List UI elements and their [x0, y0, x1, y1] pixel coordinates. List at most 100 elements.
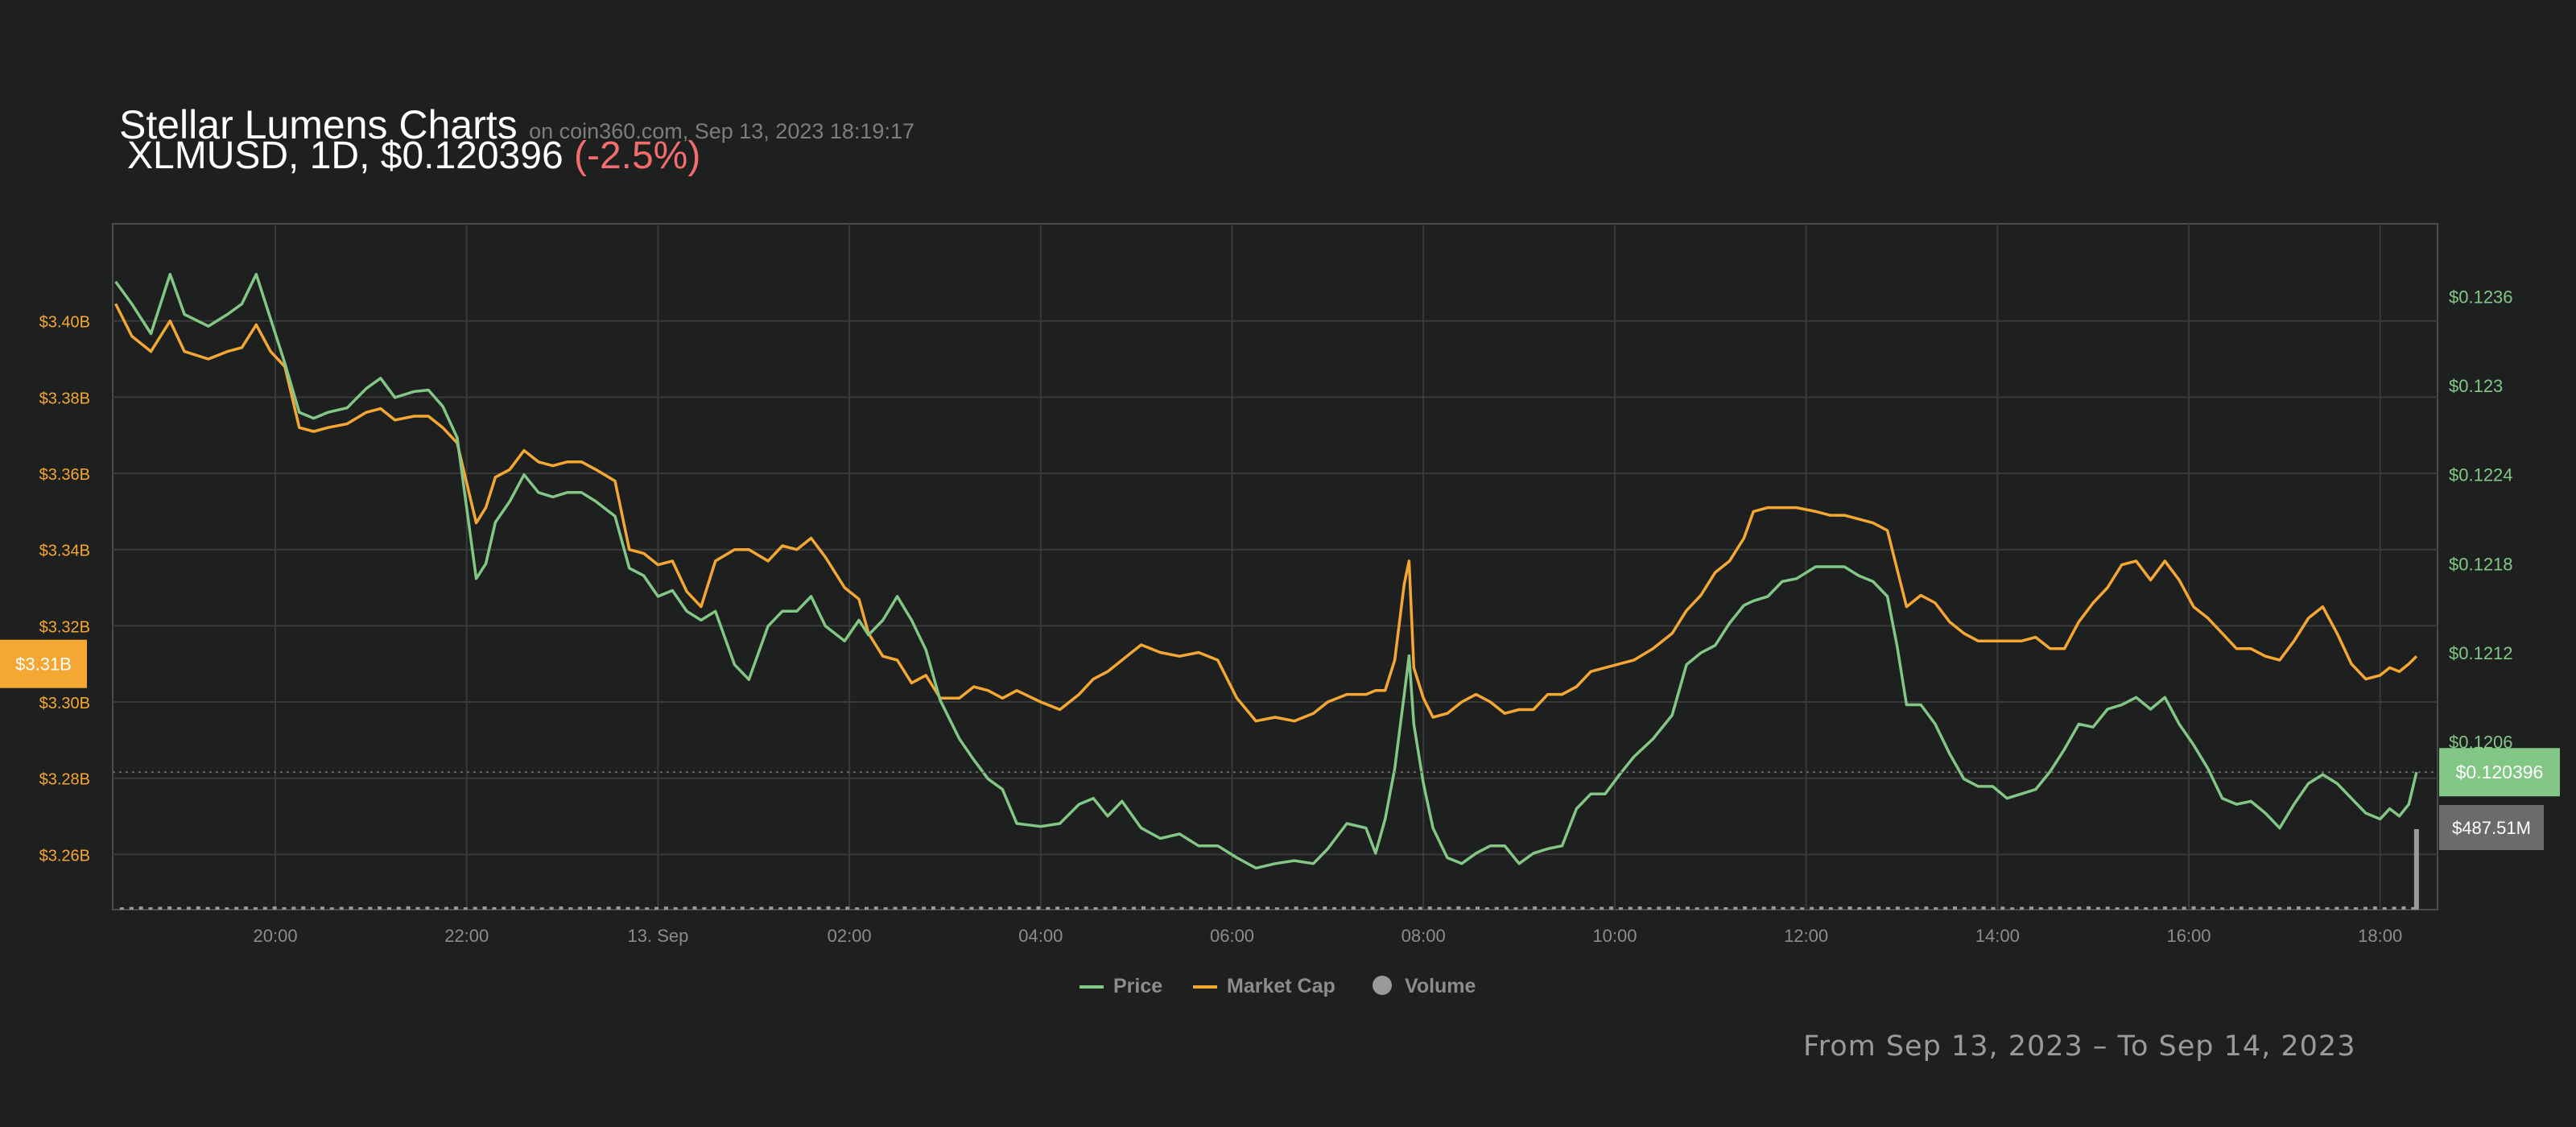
- volume-bar: [158, 906, 163, 910]
- volume-bar: [1341, 906, 1346, 910]
- volume-bar: [1924, 906, 1929, 910]
- price-line: [114, 272, 2418, 870]
- volume-bar: [2077, 906, 2082, 910]
- volume-bar: [1303, 907, 1308, 910]
- volume-bar: [2411, 906, 2416, 910]
- volume-bar: [1847, 906, 1852, 910]
- volume-bar: [1284, 906, 1289, 910]
- volume-bar: [807, 906, 811, 910]
- legend-item-volume[interactable]: Volume: [1373, 975, 1476, 997]
- volume-bar: [1580, 906, 1585, 910]
- volume-bar: [559, 906, 564, 910]
- chart-subtitle-line: XLMUSD, 1D, $0.120396 (-2.5%): [127, 134, 700, 178]
- volume-bar: [1704, 906, 1709, 910]
- volume-bar: [1676, 906, 1681, 910]
- volume-bar: [931, 906, 935, 910]
- right-tick-label: $0.1236: [2449, 287, 2513, 307]
- volume-bar: [845, 906, 850, 910]
- volume-bar: [721, 906, 726, 910]
- chart-legend[interactable]: Price Market Cap Volume: [1080, 975, 1476, 997]
- volume-bar: [2115, 907, 2120, 910]
- volume-bar: [2344, 906, 2349, 910]
- series-layer: [113, 272, 2438, 870]
- volume-bar: [1561, 906, 1566, 910]
- volume-bar: [406, 906, 411, 910]
- volume-bar: [2306, 906, 2310, 910]
- legend-label: Volume: [1405, 975, 1476, 997]
- left-tick-label: $3.32B: [39, 618, 90, 636]
- volume-bar: [521, 906, 526, 910]
- price-badge: [2439, 748, 2560, 797]
- volume-bar: [1618, 907, 1623, 910]
- volume-bar: [2191, 906, 2196, 910]
- volume-bar: [1695, 907, 1699, 910]
- volume-bar: [2248, 907, 2253, 910]
- volume-bar: [2067, 906, 2072, 910]
- volume-bar: [1743, 906, 1748, 910]
- volume-bar: [539, 907, 544, 910]
- volume-bar: [663, 906, 668, 910]
- volume-bar: [482, 906, 487, 910]
- x-tick-label: 20:00: [254, 926, 298, 946]
- volume-bar: [998, 906, 1003, 910]
- plot-area-border: [112, 223, 2438, 910]
- volume-bar: [1714, 906, 1719, 910]
- x-tick-label: 18:00: [2358, 926, 2402, 946]
- right-tick-label: $0.1218: [2449, 554, 2513, 574]
- volume-bar: [2162, 906, 2167, 910]
- volume-bar: [769, 906, 774, 910]
- x-tick-label: 22:00: [444, 926, 489, 946]
- volume-bar: [378, 906, 382, 910]
- legend-item-price[interactable]: Price: [1080, 975, 1162, 997]
- volume-bar: [549, 906, 554, 910]
- volume-bar: [1437, 906, 1442, 910]
- volume-bar: [2029, 906, 2033, 910]
- volume-badge-label: $487.51M: [2452, 818, 2531, 838]
- volume-bar: [912, 906, 917, 910]
- x-tick-label: 06:00: [1210, 926, 1254, 946]
- volume-bar: [186, 906, 191, 910]
- x-tick-label: 08:00: [1402, 926, 1446, 946]
- volume-bar: [2095, 906, 2100, 910]
- volume-bar: [2363, 906, 2368, 910]
- volume-bar: [712, 906, 716, 910]
- volume-bar: [2182, 906, 2186, 910]
- x-tick-label: 10:00: [1592, 926, 1637, 946]
- volume-bar: [282, 906, 287, 910]
- volume-bar: [1332, 906, 1337, 910]
- volume-bar: [1055, 906, 1060, 910]
- volume-bar: [1838, 906, 1843, 910]
- volume-bar: [530, 906, 535, 910]
- volume-bar: [1418, 906, 1422, 910]
- volume-bar: [1389, 906, 1394, 910]
- volume-bar: [1370, 906, 1375, 910]
- volume-bar: [1274, 907, 1279, 910]
- volume-bar: [1466, 906, 1471, 910]
- volume-bar: [415, 906, 420, 910]
- volume-bar: [2296, 906, 2301, 910]
- volume-bar: [1141, 906, 1146, 910]
- volume-bar: [1189, 906, 1194, 910]
- volume-bar: [1657, 906, 1662, 910]
- volume-bar: [922, 906, 927, 910]
- left-tick-label: $3.34B: [39, 543, 90, 560]
- volume-bar: [2211, 906, 2215, 910]
- volume-bar: [177, 906, 182, 910]
- volume-bar: [683, 906, 687, 910]
- volume-bar: [1571, 906, 1575, 910]
- volume-bar: [1065, 907, 1070, 910]
- volume-bar: [740, 906, 745, 910]
- volume-bar: [1484, 907, 1489, 910]
- volume-bar: [864, 906, 869, 910]
- volume-bar: [1867, 906, 1872, 910]
- volume-bar: [578, 906, 583, 910]
- volume-bar: [625, 906, 630, 910]
- volume-bar: [2000, 906, 2005, 910]
- volume-bar: [778, 907, 783, 910]
- volume-bar: [453, 906, 458, 910]
- legend-item-market-cap[interactable]: Market Cap: [1193, 975, 1335, 997]
- volume-bar: [1600, 906, 1604, 910]
- volume-bar: [989, 907, 993, 910]
